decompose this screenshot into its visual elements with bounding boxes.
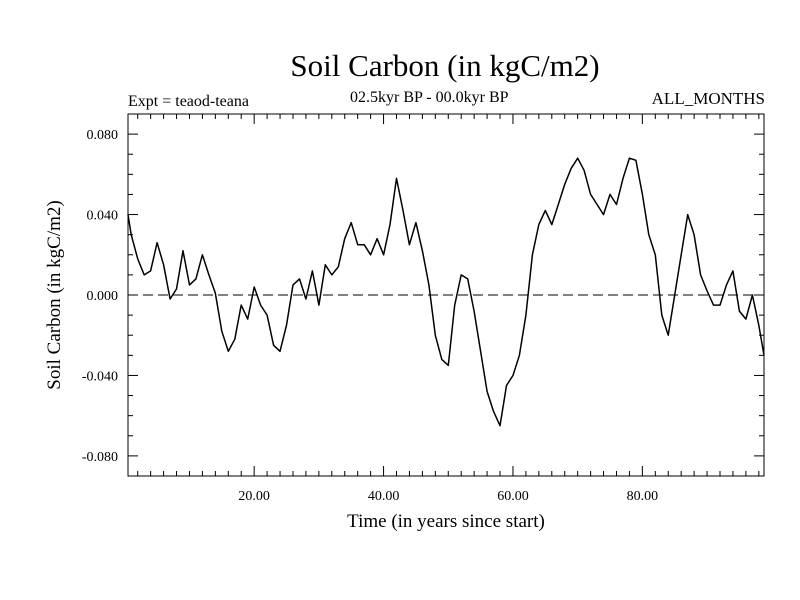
y-tick-label: -0.040 [82,369,118,384]
period-label: ALL_MONTHS [651,89,765,108]
chart-subtitle: 02.5kyr BP - 00.0kyr BP [350,89,509,106]
x-tick-label: 40.00 [368,489,400,504]
chart-title: Soil Carbon (in kgC/m2) [290,48,600,83]
y-axis-label: Soil Carbon (in kgC/m2) [44,200,65,389]
x-tick-label: 20.00 [238,489,270,504]
tick-labels: 20.00 40.00 60.00 80.00 0.080 0.040 0.000 -0.04… [82,128,658,504]
x-tick-label: 60.00 [497,489,529,504]
y-tick-label: 0.000 [87,289,119,304]
series-line [127,157,765,427]
y-tick-label: 0.040 [87,209,119,224]
experiment-label: Expt = teaod-teana [128,93,249,110]
y-tick-label: 0.080 [87,128,119,143]
x-axis-label: Time (in years since start) [347,511,545,532]
tick-marks [128,114,764,476]
y-tick-label: -0.080 [82,450,118,465]
x-tick-label: 80.00 [627,489,659,504]
